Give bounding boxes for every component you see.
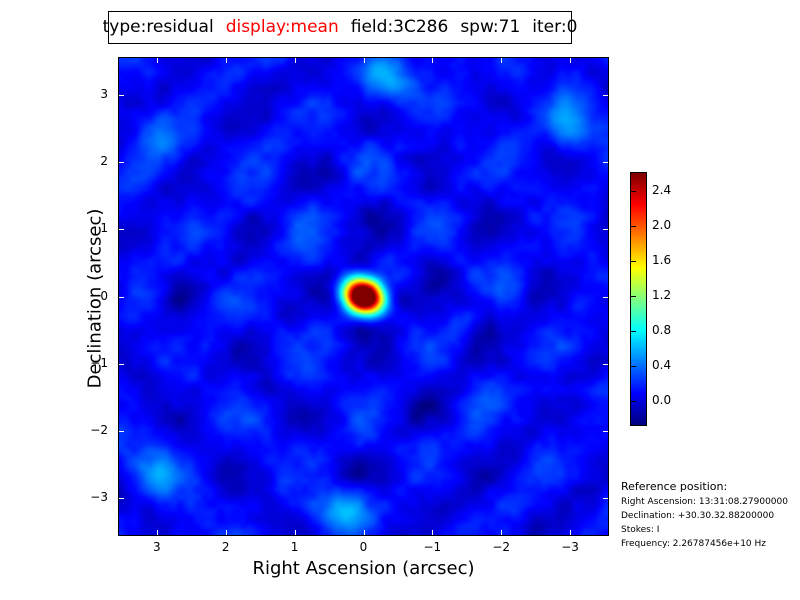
colorbar-tick-mark [631, 366, 636, 368]
title-spw-label: spw:71 [460, 17, 521, 37]
y-tick-label: −3 [90, 490, 108, 505]
colorbar-tick-mark [631, 296, 636, 298]
y-tick-label: 2 [100, 154, 108, 169]
title-iter-label: iter:0 [532, 17, 578, 37]
y-tick-mark [603, 363, 608, 365]
colorbar-tick-mark [631, 261, 636, 263]
x-tick-mark [570, 530, 572, 535]
sky-image-panel[interactable] [118, 57, 609, 536]
title-display-label: display:mean [225, 17, 339, 37]
x-tick-mark [501, 58, 503, 63]
colorbar[interactable] [630, 172, 647, 426]
x-axis-title: Right Ascension (arcsec) [252, 558, 475, 579]
y-tick-mark [603, 94, 608, 96]
y-tick-label: 1 [100, 221, 108, 236]
y-axis-title: Declination (arcsec) [84, 208, 106, 389]
x-tick-mark [156, 58, 158, 63]
x-tick-mark [294, 58, 296, 63]
colorbar-tick-label: 1.2 [652, 288, 672, 303]
reference-declination: Declination: +30.30.32.88200000 [621, 511, 775, 521]
y-tick-mark [603, 296, 608, 298]
colorbar-tick-label: 0.0 [652, 393, 672, 408]
colorbar-tick-label: 2.4 [652, 183, 672, 198]
x-tick-mark [156, 530, 158, 535]
colorbar-tick-label: 1.6 [652, 253, 672, 268]
y-tick-label: −1 [90, 355, 108, 370]
x-tick-mark [432, 58, 434, 63]
x-tick-label: −1 [423, 540, 442, 554]
y-tick-mark [119, 498, 124, 500]
x-tick-mark [363, 58, 365, 63]
x-tick-label: −2 [492, 540, 511, 554]
status-title-bar: type:residual display:mean field:3C286 s… [103, 11, 577, 44]
colorbar-tick-mark [631, 331, 636, 333]
x-tick-label: 1 [290, 540, 299, 554]
x-tick-mark [570, 58, 572, 63]
colorbar-tick-mark [631, 191, 636, 193]
x-tick-mark [225, 530, 227, 535]
y-tick-mark [119, 430, 124, 432]
reference-stokes: Stokes: I [621, 525, 660, 535]
x-tick-label: −3 [561, 540, 579, 554]
reference-heading: Reference position: [621, 480, 728, 493]
x-tick-mark [501, 530, 503, 535]
y-tick-label: −2 [90, 422, 108, 437]
y-tick-mark [603, 229, 608, 231]
colorbar-tick-label: 2.0 [652, 218, 672, 233]
y-tick-mark [603, 498, 608, 500]
y-tick-mark [119, 296, 124, 298]
colorbar-gradient [631, 173, 646, 425]
colorbar-tick-mark [631, 226, 636, 228]
y-tick-label: 0 [100, 288, 108, 303]
reference-position-block: Reference position: Right Ascension: 13:… [621, 481, 799, 554]
y-tick-mark [119, 363, 124, 365]
y-tick-mark [119, 229, 124, 231]
y-tick-mark [119, 94, 124, 96]
x-tick-label: 2 [221, 540, 230, 554]
x-tick-mark [432, 530, 434, 535]
colorbar-tick-label: 0.4 [652, 358, 672, 373]
reference-right-ascension: Right Ascension: 13:31:08.27900000 [621, 497, 788, 507]
title-type-label: type:residual [102, 17, 214, 37]
residual-image-canvas[interactable] [119, 58, 608, 535]
x-tick-mark [294, 530, 296, 535]
x-tick-label: 0 [359, 540, 368, 554]
x-tick-mark [363, 530, 365, 535]
title-field-label: field:3C286 [350, 17, 449, 37]
x-tick-label: 3 [153, 540, 161, 554]
colorbar-tick-mark [631, 401, 636, 403]
colorbar-tick-label: 0.8 [652, 323, 672, 338]
y-tick-mark [603, 430, 608, 432]
y-tick-mark [603, 162, 608, 164]
x-tick-mark [225, 58, 227, 63]
y-tick-label: 3 [100, 86, 108, 101]
reference-frequency: Frequency: 2.26787456e+10 Hz [621, 539, 767, 549]
y-tick-mark [119, 162, 124, 164]
